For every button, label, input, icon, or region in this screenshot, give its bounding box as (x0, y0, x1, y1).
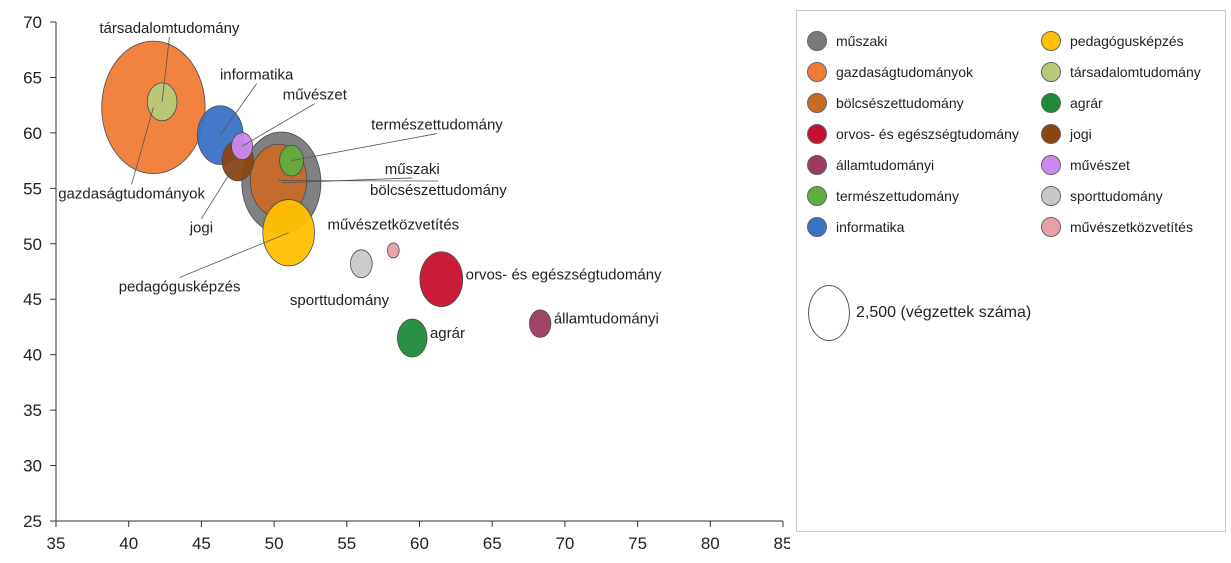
annotation-leader (219, 83, 257, 136)
legend-label: társadalomtudomány (1070, 64, 1201, 80)
annotation-muszaki: műszaki (385, 161, 440, 178)
legend-item-muszaki: műszaki (807, 29, 887, 53)
legend-swatch (1041, 124, 1061, 144)
annotation-leader (241, 103, 316, 147)
annotation-muveszet: művészet (283, 87, 348, 104)
legend-swatch (1041, 93, 1061, 113)
legend-swatch (1041, 62, 1061, 82)
legend-swatch (807, 62, 827, 82)
y-tick-label: 65 (23, 68, 42, 87)
legend-label: jogi (1070, 126, 1092, 142)
annotation-informatika: informatika (220, 67, 294, 84)
legend-label: műszaki (836, 33, 888, 49)
legend-swatch (1041, 155, 1061, 175)
y-tick-label: 50 (23, 235, 42, 254)
y-tick-label: 30 (23, 457, 42, 476)
annotation-leader (291, 133, 438, 162)
legend-label: gazdaságtudományok (836, 64, 973, 80)
x-tick-label: 65 (483, 534, 502, 553)
y-tick-label: 45 (23, 290, 42, 309)
y-tick-label: 55 (23, 179, 42, 198)
legend-label: informatika (836, 219, 905, 235)
legend-item-muveszet: művészet (1041, 153, 1130, 177)
legend-item-agrar: agrár (1041, 91, 1103, 115)
legend-swatch (1041, 217, 1061, 237)
bubble-agrar (397, 318, 428, 358)
annotation-bolcseszettudomany: bölcsészettudomány (370, 182, 507, 199)
annotation-termeszettudomany: természettudomány (371, 117, 503, 134)
legend-item-sporttudomany: sporttudomány (1041, 184, 1163, 208)
annotation-leader (131, 107, 154, 185)
legend-item-bolcseszettudomany: bölcsészettudomány (807, 91, 964, 115)
legend-label: sporttudomány (1070, 188, 1163, 204)
size-key-circle (808, 285, 850, 341)
chart-legend: műszaki pedagógusképzés gazdaságtudományok… (796, 10, 1226, 532)
x-tick-label: 35 (47, 534, 66, 553)
annotation-leader (201, 160, 239, 219)
x-tick-label: 55 (337, 534, 356, 553)
legend-label: művészetközvetítés (1070, 219, 1193, 235)
annotation-orvos-es-egeszsegtudomany: orvos- és egészségtudomány (466, 266, 662, 283)
annotation-sporttudomany: sporttudomány (290, 292, 390, 309)
legend-item-gazdasagtudomanyok: gazdaságtudományok (807, 60, 973, 84)
y-tick-label: 40 (23, 346, 42, 365)
bubble-muveszetkozvetites (387, 242, 400, 259)
x-tick-label: 85 (774, 534, 790, 553)
annotation-agrar: agrár (430, 325, 465, 342)
annotation-pedagoguskepzes: pedagógusképzés (119, 278, 241, 295)
y-tick-label: 35 (23, 401, 42, 420)
x-tick-label: 40 (119, 534, 138, 553)
legend-label: agrár (1070, 95, 1103, 111)
y-tick-label: 60 (23, 124, 42, 143)
legend-swatch (1041, 31, 1061, 51)
legend-item-tarsadalomtudomany: társadalomtudomány (1041, 60, 1201, 84)
legend-swatch (1041, 186, 1061, 206)
legend-swatch (807, 217, 827, 237)
y-tick-label: 70 (23, 13, 42, 32)
legend-item-jogi: jogi (1041, 122, 1092, 146)
annotation-gazdasagtudomanyok: gazdaságtudományok (58, 185, 205, 202)
legend-swatch (807, 93, 827, 113)
x-tick-label: 80 (701, 534, 720, 553)
x-tick-label: 75 (628, 534, 647, 553)
x-tick-label: 45 (192, 534, 211, 553)
bubble-sporttudomany (350, 249, 373, 279)
legend-label: természettudomány (836, 188, 959, 204)
x-tick-label: 50 (265, 534, 284, 553)
legend-label: művészet (1070, 157, 1130, 173)
legend-item-allamtudomanyi: államtudományi (807, 153, 934, 177)
legend-label: államtudományi (836, 157, 935, 173)
legend-swatch (807, 124, 827, 144)
legend-item-termeszettudomany: természettudomány (807, 184, 959, 208)
legend-item-informatika: informatika (807, 215, 904, 239)
bubble-chart: 25 30 35 40 45 50 55 60 65 70 35 40 45 50 55 60 65 70 75 80… (23, 13, 790, 553)
legend-label: bölcsészettudomány (836, 95, 964, 111)
legend-swatch (807, 186, 827, 206)
bubble-size-key: 2,500 (végzettek száma) (808, 285, 1031, 341)
size-key-label: 2,500 (végzettek száma) (856, 304, 1032, 321)
y-tick-label: 25 (23, 512, 42, 531)
bubble-orvos-es-egeszsegtudomany (419, 251, 464, 308)
annotation-allamtudomanyi: államtudományi (554, 311, 659, 328)
legend-item-muveszetkozvetites: művészetközvetítés (1041, 215, 1193, 239)
annotation-jogi: jogi (189, 220, 213, 237)
legend-item-orvos-es-egeszsegtudomany: orvos- és egészségtudomány (807, 122, 1019, 146)
legend-swatch (807, 155, 827, 175)
annotation-muveszetkozvetites: művészetközvetítés (327, 216, 459, 233)
bubble-allamtudomanyi (529, 309, 552, 338)
x-tick-label: 60 (410, 534, 429, 553)
legend-swatch (807, 31, 827, 51)
legend-item-pedagoguskepzes: pedagógusképzés (1041, 29, 1184, 53)
legend-label: pedagógusképzés (1070, 33, 1184, 49)
annotation-tarsadalomtudomany: társadalomtudomány (99, 20, 240, 37)
x-tick-label: 70 (555, 534, 574, 553)
annotation-leader (179, 232, 289, 278)
legend-label: orvos- és egészségtudomány (836, 126, 1019, 142)
annotation-leader (161, 37, 170, 102)
